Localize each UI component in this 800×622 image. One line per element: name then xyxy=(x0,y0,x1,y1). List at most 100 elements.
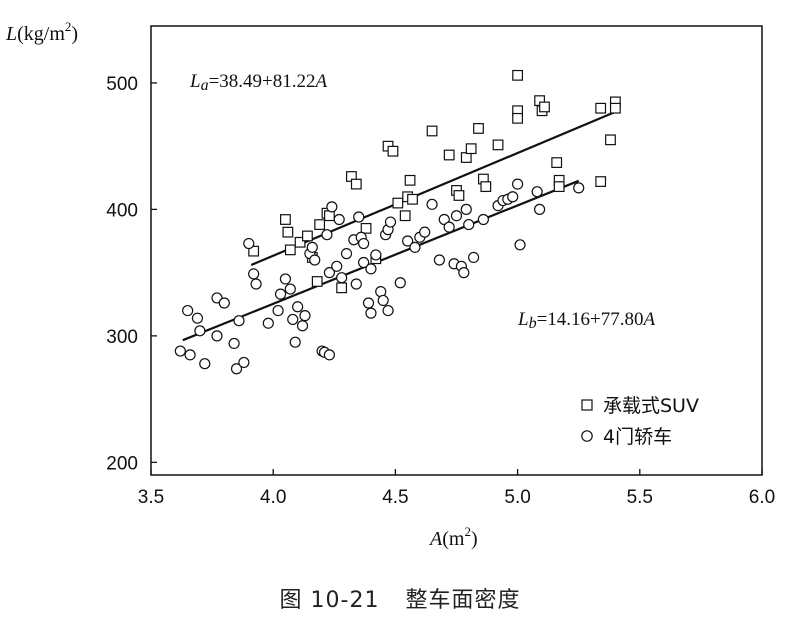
data-point-sedan xyxy=(463,218,475,231)
data-point-sedan xyxy=(450,210,463,222)
data-point-sedan xyxy=(409,241,421,253)
data-point-sedan xyxy=(174,345,186,357)
y-axis-label-text: L(kg/m2) xyxy=(5,19,78,45)
data-point-sedan xyxy=(230,363,243,375)
data-point-sedan xyxy=(382,304,394,317)
y-axis-label-var: L xyxy=(5,23,17,45)
data-point-sedan xyxy=(377,294,389,307)
axis-ticks: 3.5 4.0 4.5 5.0 5.5 6.0 200 300 400 500 xyxy=(106,74,775,508)
data-point-sedan xyxy=(287,313,299,326)
equation-suv: La=38.49+81.22A xyxy=(189,71,328,94)
plot-frame xyxy=(150,25,763,476)
data-point-suv xyxy=(512,69,523,81)
data-point-sedan xyxy=(477,213,489,226)
y-tick-label: 300 xyxy=(106,327,138,348)
legend-label-suv: 承载式SUV xyxy=(603,395,699,417)
data-point-sedan xyxy=(426,198,438,210)
data-point-sedan xyxy=(394,277,406,289)
equation-sedan-var: A xyxy=(642,309,656,330)
data-point-sedan xyxy=(402,235,414,247)
data-point-sedan xyxy=(458,267,470,279)
x-axis-label-var: A xyxy=(428,528,443,550)
data-point-sedan xyxy=(323,267,336,279)
equation-sedan-sub: b xyxy=(529,315,537,332)
data-point-sedan xyxy=(370,249,382,261)
legend-square-marker xyxy=(581,399,593,411)
data-points xyxy=(174,69,621,375)
x-axis-label-unit-sup: 2 xyxy=(464,524,471,539)
data-point-sedan xyxy=(531,186,543,198)
y-axis-label-unit-sup: 2 xyxy=(65,19,72,34)
x-tick-label: 6.0 xyxy=(749,487,775,508)
data-point-suv xyxy=(609,102,621,114)
equation-suv-rhs: =38.49+81.22 xyxy=(209,71,316,92)
scatter-chart: L(kg/m2) 3.5 4.0 4.5 5.0 5.5 6.0200300400500 … xyxy=(5,19,775,550)
data-point-sedan xyxy=(433,254,445,266)
x-tick-label: 5.5 xyxy=(627,487,653,508)
data-point-suv xyxy=(512,112,523,124)
y-axis-label-unit-close: ) xyxy=(71,23,78,45)
data-point-sedan xyxy=(358,256,370,269)
data-point-suv xyxy=(407,193,418,205)
data-point-sedan xyxy=(184,349,196,361)
data-point-sedan xyxy=(274,288,287,300)
data-point-suv xyxy=(480,181,492,193)
data-point-suv xyxy=(595,102,607,114)
data-point-sedan xyxy=(250,278,262,290)
equation-sedan-lhs: L xyxy=(517,309,529,330)
data-point-suv xyxy=(460,152,472,163)
data-point-suv xyxy=(311,276,323,287)
data-point-sedan xyxy=(299,310,311,322)
data-point-sedan xyxy=(362,297,375,309)
y-axis-label: L(kg/m2) xyxy=(5,19,78,45)
data-point-suv xyxy=(392,197,404,209)
data-point-sedan xyxy=(292,301,304,313)
data-point-sedan xyxy=(262,317,274,329)
data-point-sedan xyxy=(573,182,585,194)
data-point-sedan xyxy=(284,283,296,295)
data-point-sedan xyxy=(468,251,480,264)
data-point-sedan xyxy=(365,263,377,275)
equation-suv-var: A xyxy=(314,71,328,92)
data-point-sedan xyxy=(443,221,455,233)
data-point-suv xyxy=(294,236,306,248)
data-point-sedan xyxy=(507,191,519,203)
data-point-suv xyxy=(350,178,362,190)
data-point-sedan xyxy=(353,211,365,223)
data-point-suv xyxy=(282,226,294,238)
data-point-sedan xyxy=(211,330,223,342)
data-point-suv xyxy=(404,174,416,186)
x-axis-label-unit-open: (m xyxy=(442,528,465,550)
data-point-suv xyxy=(399,210,411,222)
data-point-sedan xyxy=(331,260,343,272)
legend-circle-marker xyxy=(581,430,593,442)
data-point-sedan xyxy=(272,304,284,317)
data-point-sedan xyxy=(365,307,377,319)
equation-suv-lhs: L xyxy=(189,71,201,92)
figure-caption-label: 图 10-21 xyxy=(279,588,380,613)
data-point-sedan xyxy=(279,273,292,285)
y-tick-label: 500 xyxy=(106,74,138,95)
data-point-suv xyxy=(443,149,455,161)
data-point-sedan xyxy=(511,178,524,190)
data-point-sedan xyxy=(243,237,255,250)
data-point-sedan xyxy=(248,268,260,280)
data-point-sedan xyxy=(238,356,250,369)
data-point-sedan xyxy=(199,358,211,370)
data-point-sedan xyxy=(336,272,348,284)
data-point-suv xyxy=(314,219,326,230)
data-point-suv xyxy=(492,139,504,151)
data-point-sedan xyxy=(309,254,321,266)
data-point-sedan xyxy=(358,237,370,250)
data-point-suv xyxy=(360,222,372,234)
legend-label-sedan: 4门轿车 xyxy=(603,426,672,448)
data-point-sedan xyxy=(419,226,431,238)
data-point-sedan xyxy=(323,349,336,361)
equation-suv-sub: a xyxy=(201,77,209,94)
data-point-sedan xyxy=(228,337,240,350)
data-point-suv xyxy=(465,143,477,155)
data-point-sedan xyxy=(194,325,206,337)
y-tick-label: 200 xyxy=(106,453,138,474)
x-axis-label-unit-close: ) xyxy=(471,528,478,550)
data-point-suv xyxy=(453,190,465,201)
